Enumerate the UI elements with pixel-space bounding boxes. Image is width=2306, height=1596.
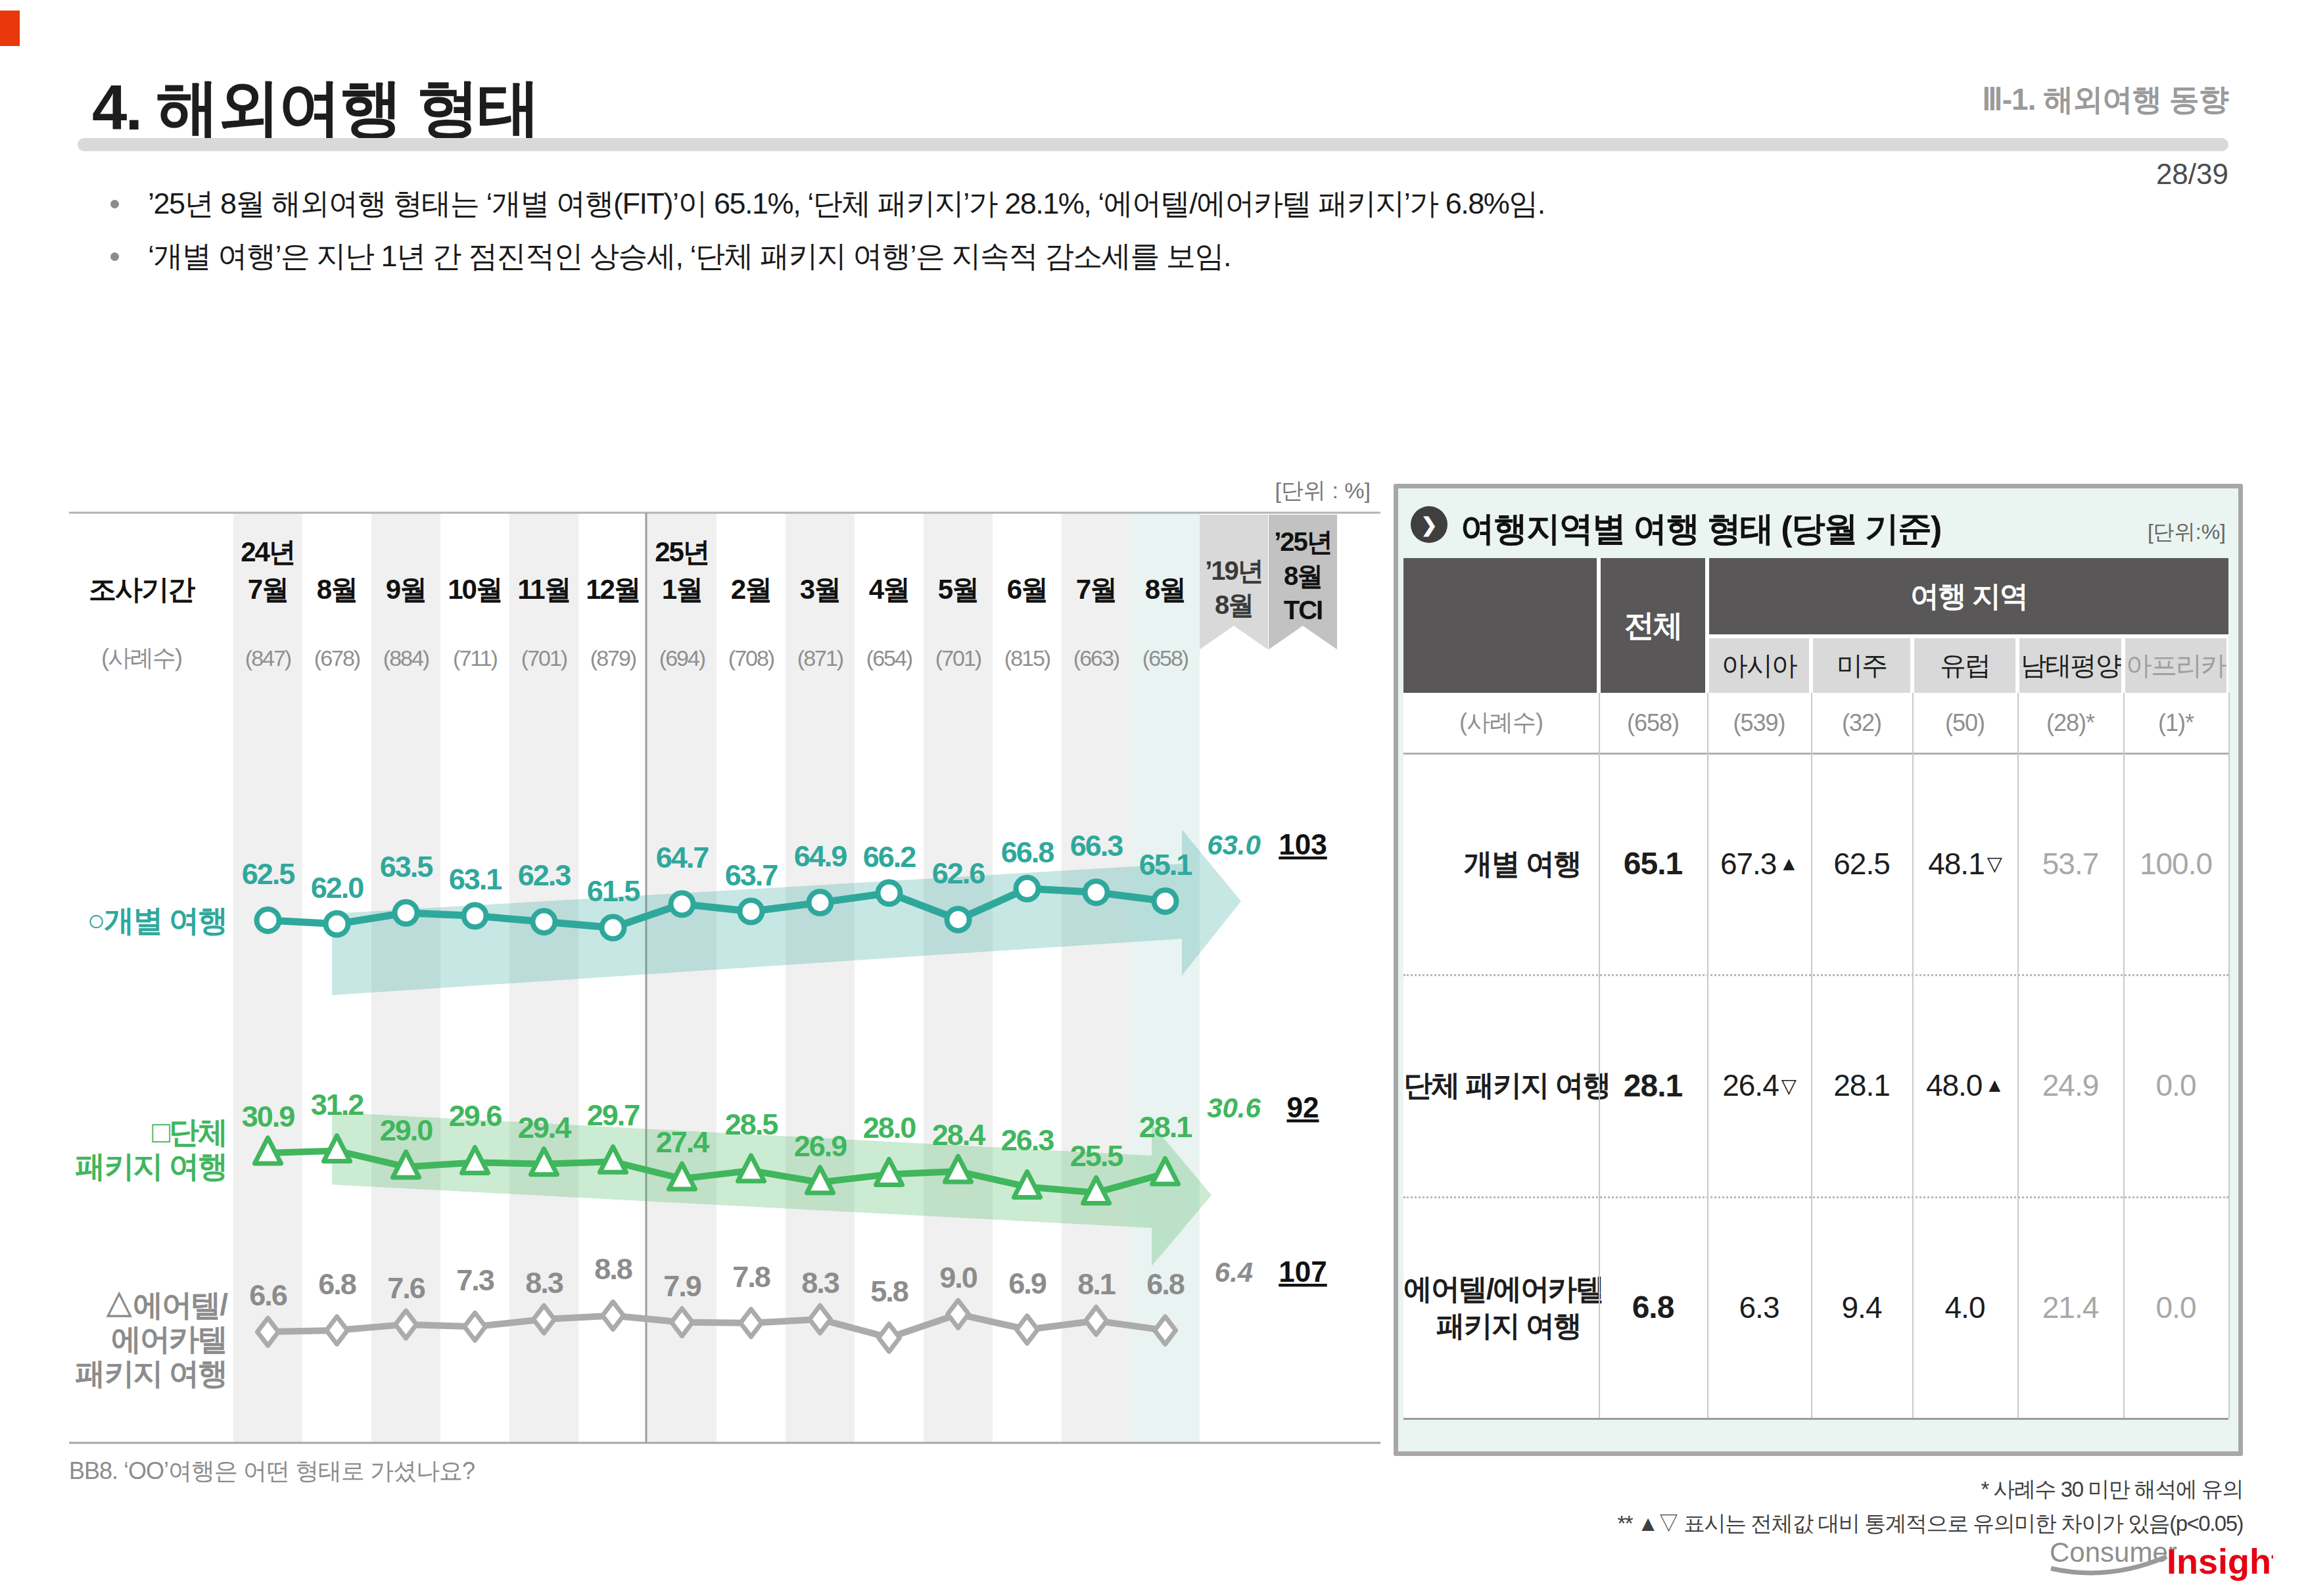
row-label-1: 단체 패키지 여행	[1403, 974, 1581, 1196]
table-column-line	[2017, 693, 2019, 1418]
table-grid-line	[1403, 1418, 2228, 1420]
footnote-1: * 사례수 30 미만 해석에 유의	[1981, 1475, 2243, 1505]
sample-row-value: (539)	[1707, 693, 1811, 753]
table-column-line	[2123, 693, 2125, 1418]
header-region-4: 아프리카	[2125, 638, 2226, 693]
cell-2-5: 0.0	[2123, 1196, 2228, 1418]
header-region-3: 남태평양	[2019, 638, 2121, 693]
table-grid-line	[1403, 974, 2228, 976]
sample-row-value: (658)	[1599, 693, 1707, 753]
header-region-1: 미주	[1813, 638, 1910, 693]
table-grid-line	[1403, 1196, 2228, 1198]
logo-insight-text: Insight	[2167, 1541, 2273, 1581]
header-region-group: 여행 지역	[1709, 558, 2228, 634]
sample-row-value: (28)*	[2017, 693, 2123, 753]
logo-consumer-text: Consumer	[2050, 1537, 2177, 1568]
row-label-2: 에어텔/에어카텔패키지 여행	[1403, 1196, 1581, 1418]
table-column-line	[1707, 693, 1708, 1418]
cell-0-5: 100.0	[2123, 753, 2228, 974]
region-table: 전체여행 지역아시아미주유럽남태평양아프리카 (사례수)(658)(539)(32…	[0, 0, 2306, 1596]
sample-row-value: (32)	[1811, 693, 1912, 753]
consumer-insight-logo: Consumer Insight	[2050, 1532, 2273, 1587]
cell-0-2: 62.5	[1811, 753, 1912, 974]
table-column-line	[1811, 693, 1812, 1418]
cell-2-4: 21.4	[2017, 1196, 2123, 1418]
sample-row-value: (50)	[1912, 693, 2017, 753]
cell-0-3: 48.1▽	[1912, 753, 2017, 974]
header-total: 전체	[1601, 558, 1705, 693]
table-column-line	[2228, 693, 2230, 1418]
cell-2-3: 4.0	[1912, 1196, 2017, 1418]
row-label-0: 개별 여행	[1403, 753, 1581, 974]
cell-1-4: 24.9	[2017, 974, 2123, 1196]
cell-2-1: 6.3	[1707, 1196, 1811, 1418]
sample-row-value: (1)*	[2123, 693, 2228, 753]
header-region-0: 아시아	[1709, 638, 1809, 693]
cell-0-1: 67.3▲	[1707, 753, 1811, 974]
cell-1-3: 48.0▲	[1912, 974, 2017, 1196]
header-region-2: 유럽	[1914, 638, 2015, 693]
table-grid-line	[1403, 753, 2228, 755]
sample-row-label: (사례수)	[1403, 693, 1599, 753]
header-corner-cell	[1403, 558, 1597, 693]
table-column-line	[1912, 693, 1914, 1418]
cell-1-5: 0.0	[2123, 974, 2228, 1196]
cell-0-4: 53.7	[2017, 753, 2123, 974]
cell-2-0: 6.8	[1599, 1196, 1707, 1418]
cell-0-0: 65.1	[1599, 753, 1707, 974]
cell-2-2: 9.4	[1811, 1196, 1912, 1418]
cell-1-0: 28.1	[1599, 974, 1707, 1196]
cell-1-2: 28.1	[1811, 974, 1912, 1196]
cell-1-1: 26.4▽	[1707, 974, 1811, 1196]
table-column-line	[1599, 693, 1600, 1418]
